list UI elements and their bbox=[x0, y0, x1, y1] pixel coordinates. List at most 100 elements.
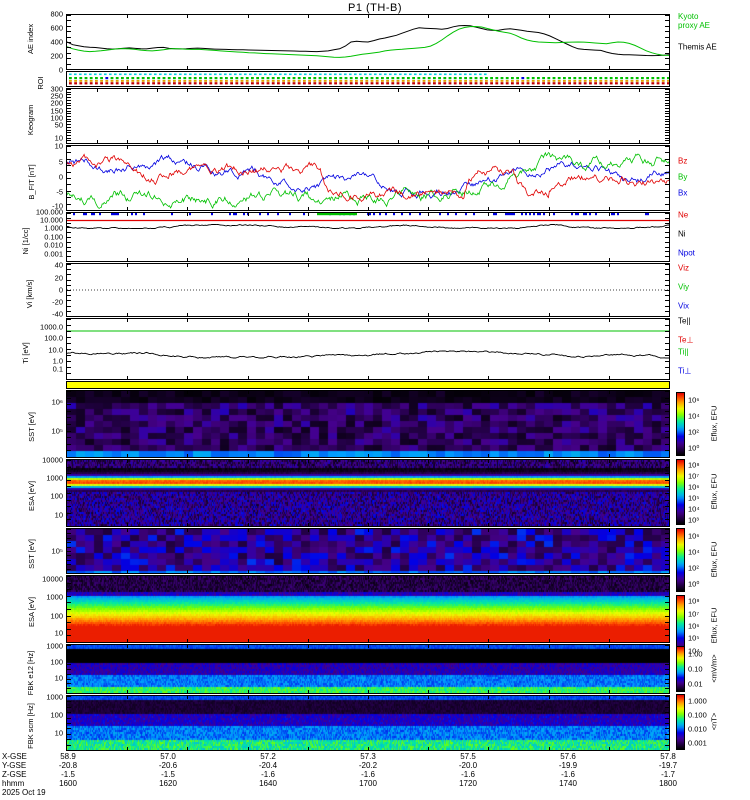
tick-mark bbox=[368, 140, 369, 143]
tick-mark bbox=[608, 523, 610, 526]
tick-mark bbox=[67, 568, 71, 570]
tick-mark bbox=[665, 213, 669, 214]
tick-mark bbox=[247, 460, 249, 463]
tick-mark bbox=[187, 696, 189, 699]
tick-mark bbox=[307, 460, 309, 463]
tick-mark bbox=[247, 454, 249, 457]
tick-mark bbox=[67, 595, 71, 597]
tick-mark bbox=[548, 258, 550, 261]
tick-mark bbox=[187, 391, 189, 394]
panel-ti-yticks: 1000.0 100.0 10.0 1.0 0.1 bbox=[0, 318, 66, 380]
tick-mark bbox=[368, 696, 369, 699]
panel-sst-spectrogram-2 bbox=[66, 528, 670, 574]
axis-value-z-gse: -1.6 bbox=[261, 770, 275, 779]
tick-mark bbox=[368, 258, 369, 261]
tick-mark bbox=[67, 696, 71, 697]
tick-mark bbox=[67, 602, 71, 604]
tick-mark bbox=[127, 376, 129, 379]
panel-ae-index bbox=[66, 14, 670, 70]
tick-mark bbox=[428, 89, 430, 92]
tick-mark bbox=[548, 639, 550, 642]
tick-mark bbox=[665, 659, 669, 661]
tick-mark bbox=[665, 559, 669, 561]
tick-mark bbox=[67, 361, 71, 362]
tick-mark bbox=[67, 284, 71, 286]
colorbar-tick-label: 10⁵ bbox=[688, 493, 700, 502]
tick-mark bbox=[67, 417, 71, 419]
tick-mark bbox=[488, 690, 490, 693]
tick-mark bbox=[127, 146, 129, 149]
y-tick-label: 10 bbox=[54, 133, 63, 143]
tick-mark bbox=[247, 639, 249, 642]
tick-mark bbox=[67, 274, 71, 276]
tick-mark bbox=[67, 649, 71, 651]
tick-mark bbox=[488, 258, 490, 261]
tick-mark bbox=[127, 313, 129, 316]
tick-mark bbox=[548, 207, 550, 210]
colorbar-tick-label: 10⁶ bbox=[688, 531, 700, 541]
tick-mark bbox=[548, 146, 550, 149]
tick-mark bbox=[67, 137, 71, 139]
tick-mark bbox=[67, 47, 71, 49]
tick-mark bbox=[665, 457, 669, 458]
tick-mark bbox=[608, 645, 610, 648]
tick-mark bbox=[665, 473, 669, 475]
tick-mark bbox=[608, 576, 610, 579]
tick-mark bbox=[665, 63, 669, 65]
tick-mark bbox=[665, 443, 669, 445]
panel-fbk-scm bbox=[66, 695, 670, 751]
tick-mark bbox=[67, 91, 71, 93]
tick-mark bbox=[368, 523, 369, 526]
tick-mark bbox=[67, 391, 71, 392]
tick-mark bbox=[247, 89, 249, 92]
tick-mark bbox=[428, 529, 430, 532]
axis-value-x-gse: 57.8 bbox=[660, 752, 676, 761]
tick-mark bbox=[548, 696, 550, 699]
tick-mark bbox=[67, 404, 71, 406]
tick-mark bbox=[307, 213, 309, 216]
tick-mark bbox=[157, 89, 159, 92]
tick-mark bbox=[665, 295, 669, 297]
axis-value-y-gse: -19.9 bbox=[558, 761, 578, 770]
tick-mark bbox=[665, 232, 669, 234]
tick-mark bbox=[67, 750, 71, 751]
colorbar-sst1 bbox=[676, 392, 685, 456]
axis-value-x-gse: 57.0 bbox=[160, 752, 176, 761]
panel-ni-density bbox=[66, 212, 670, 262]
tick-mark bbox=[665, 526, 669, 527]
tick-mark bbox=[67, 58, 71, 60]
tick-mark bbox=[67, 723, 71, 724]
tick-mark bbox=[608, 140, 610, 143]
legend-ni: Ni bbox=[678, 229, 686, 239]
tick-mark bbox=[368, 570, 369, 573]
tick-mark bbox=[67, 102, 71, 104]
y-tick-label: 200 bbox=[50, 98, 63, 108]
tick-mark bbox=[307, 690, 309, 693]
tick-mark bbox=[67, 424, 71, 425]
tick-mark bbox=[428, 264, 430, 267]
legend-by: By bbox=[678, 172, 688, 182]
esa-spectrogram-2-canvas bbox=[67, 576, 669, 642]
tick-mark bbox=[187, 570, 189, 573]
tick-mark bbox=[428, 645, 430, 648]
tick-mark bbox=[665, 645, 669, 646]
esa-spectrogram-1-canvas bbox=[67, 460, 669, 526]
tick-mark bbox=[67, 246, 71, 248]
tick-mark bbox=[67, 331, 71, 332]
colorbar-tick-label: 10³ bbox=[688, 515, 699, 524]
tick-mark bbox=[127, 66, 129, 69]
colorbar-tick-label: 0.10 bbox=[688, 664, 703, 674]
tick-mark bbox=[428, 391, 430, 394]
colorbar-esa1 bbox=[676, 459, 685, 525]
b-fit-plot bbox=[67, 151, 669, 210]
tick-mark bbox=[665, 564, 669, 566]
tick-mark bbox=[67, 669, 71, 670]
tick-mark bbox=[67, 683, 71, 685]
legend-ti-perp: Ti⊥ bbox=[678, 366, 692, 376]
tick-mark bbox=[67, 116, 71, 117]
colorbar-tick-label: 10⁴ bbox=[688, 547, 700, 557]
tick-mark bbox=[488, 319, 490, 322]
tick-mark bbox=[67, 178, 71, 179]
tick-mark bbox=[665, 251, 669, 253]
tick-mark bbox=[488, 576, 490, 579]
